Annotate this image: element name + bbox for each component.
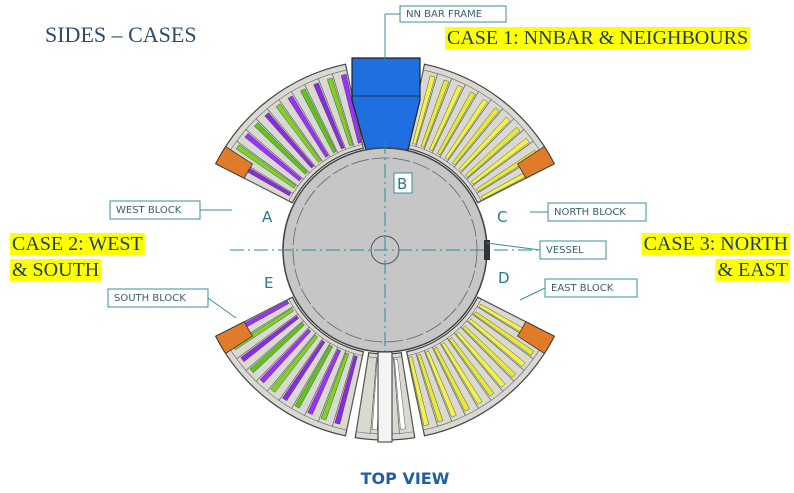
- case-label: CASE 2: WEST & SOUTH: [10, 233, 145, 281]
- case-label: CASE 3: NORTH & EAST: [642, 233, 790, 281]
- leader: [487, 243, 540, 250]
- callout-text: NN BAR FRAME: [406, 9, 482, 20]
- point-label: C: [497, 208, 507, 226]
- callout: EAST BLOCK: [520, 279, 637, 300]
- point-label: D: [498, 269, 510, 287]
- point-label: E: [264, 274, 273, 292]
- callout: WEST BLOCK: [110, 201, 232, 219]
- slide: SIDES – CASES CASE 1: NNBAR & NEIGHBOURS…: [0, 0, 794, 493]
- callout-text: WEST BLOCK: [116, 205, 182, 216]
- point-label: B: [397, 175, 407, 193]
- beam-port: [378, 352, 392, 442]
- nnbar-frame: [352, 58, 420, 150]
- callout: NORTH BLOCK: [530, 203, 646, 221]
- case-text: & EAST: [717, 259, 788, 281]
- leader: [208, 298, 236, 318]
- callout: SOUTH BLOCK: [108, 289, 236, 318]
- footer: TOP VIEW: [361, 469, 450, 488]
- case-text: & SOUTH: [12, 259, 99, 281]
- slide-title: SIDES – CASES: [45, 22, 197, 47]
- callout-text: SOUTH BLOCK: [114, 293, 186, 304]
- case-text: CASE 3: NORTH: [644, 233, 788, 255]
- callout-text: NORTH BLOCK: [554, 207, 626, 218]
- case-text: CASE 1: NNBAR & NEIGHBOURS: [447, 27, 748, 49]
- case-label: CASE 1: NNBAR & NEIGHBOURS: [445, 27, 750, 49]
- callout-text: VESSEL: [546, 245, 584, 256]
- top-view-drawing: [216, 58, 555, 442]
- point-label: A: [262, 208, 273, 226]
- case-text: CASE 2: WEST: [12, 233, 143, 255]
- leader: [520, 288, 545, 300]
- callout-text: EAST BLOCK: [551, 283, 614, 294]
